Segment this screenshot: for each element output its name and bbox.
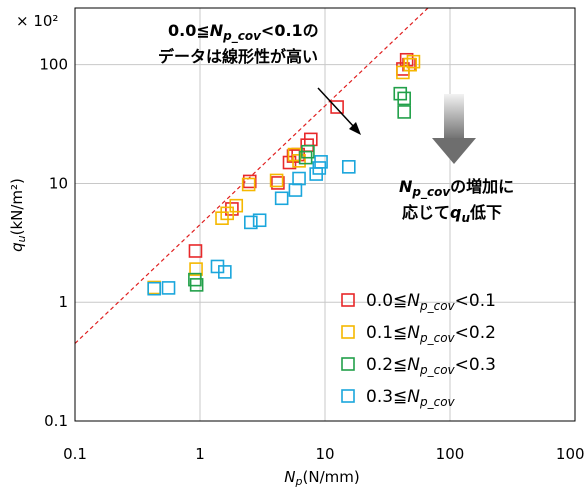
y-tick-labels: 0.1 1 10 100 xyxy=(39,56,68,430)
data-point-series-2 xyxy=(393,86,408,101)
legend: 0.0≦Np_cov<0.1 0.1≦Np_cov<0.2 0.2≦Np_cov<0… xyxy=(341,291,496,409)
data-point-series-3 xyxy=(292,171,306,186)
data-points xyxy=(147,52,421,296)
x-tick-label: 100 xyxy=(436,445,465,463)
y-axis-label: qu(kN/m²) xyxy=(8,178,28,252)
x-tick-label: 0.1 xyxy=(63,445,87,463)
trend-down-arrow xyxy=(432,94,476,164)
legend-marker xyxy=(341,389,355,403)
plot-frame xyxy=(74,7,576,422)
legend-marker xyxy=(341,293,355,307)
data-point-series-3 xyxy=(341,160,356,174)
data-point-series-0 xyxy=(242,174,257,189)
data-point-series-1 xyxy=(241,177,256,192)
data-point-series-1 xyxy=(396,65,410,80)
y-tick-label: 1 xyxy=(58,293,68,311)
data-point-series-2 xyxy=(397,105,411,119)
x-label-unit: (N/mm) xyxy=(303,468,360,486)
annotation-arrow xyxy=(317,87,361,135)
data-point-series-1 xyxy=(406,54,421,69)
legend-label: 0.1≦Np_cov<0.2 xyxy=(366,323,496,345)
data-point-series-3 xyxy=(244,215,258,230)
data-point-series-1 xyxy=(215,211,229,225)
y-label-sub: u xyxy=(15,235,28,242)
legend-marker xyxy=(341,357,355,371)
x-label-symbol: N xyxy=(284,468,295,486)
data-point-series-2 xyxy=(189,278,204,292)
y-multiplier: × 10² xyxy=(16,12,58,30)
x-label-sub: p xyxy=(295,475,303,488)
data-point-series-0 xyxy=(330,100,344,114)
x-tick-label: 1 xyxy=(195,445,205,463)
annotation-top-line2: データは線形性が高い xyxy=(158,47,318,66)
data-point-series-1 xyxy=(403,57,417,72)
annotation-top-line1: 0.0≦Np_cov<0.1の xyxy=(168,21,319,44)
data-point-series-0 xyxy=(225,202,239,216)
data-point-series-3 xyxy=(218,265,232,279)
data-point-series-3 xyxy=(314,155,328,169)
y-tick-label: 0.1 xyxy=(44,412,68,430)
data-point-series-0 xyxy=(271,176,285,190)
data-point-series-2 xyxy=(397,91,411,106)
y-tick-label: 10 xyxy=(49,174,68,192)
data-point-series-3 xyxy=(161,281,176,295)
legend-label: 0.3≦Np_cov xyxy=(366,387,456,409)
x-axis-label: Np(N/mm) xyxy=(284,468,359,488)
reference-line xyxy=(75,8,429,344)
data-point-series-3 xyxy=(252,213,267,228)
annotation-right-line2: 応じてqu低下 xyxy=(402,203,502,225)
legend-label: 0.0≦Np_cov<0.1 xyxy=(366,291,496,313)
data-point-series-3 xyxy=(274,191,289,206)
legend-label: 0.2≦Np_cov<0.3 xyxy=(366,355,496,377)
reference-dashed-line xyxy=(75,8,429,344)
data-point-series-0 xyxy=(188,244,203,258)
data-point-series-1 xyxy=(229,198,244,213)
data-point-series-2 xyxy=(301,144,315,159)
annotation-right-line1: Np_covの増加に xyxy=(399,177,514,200)
data-point-series-1 xyxy=(269,173,284,188)
x-tick-label: 10 xyxy=(315,445,334,463)
legend-marker xyxy=(341,325,355,339)
data-point-series-1 xyxy=(189,262,203,276)
data-point-series-3 xyxy=(288,183,303,197)
y-label-symbol: q xyxy=(8,242,26,252)
data-point-series-3 xyxy=(147,281,161,296)
data-point-series-1 xyxy=(220,206,234,221)
y-label-unit: (kN/m²) xyxy=(8,178,26,235)
y-tick-label: 100 xyxy=(39,56,68,74)
